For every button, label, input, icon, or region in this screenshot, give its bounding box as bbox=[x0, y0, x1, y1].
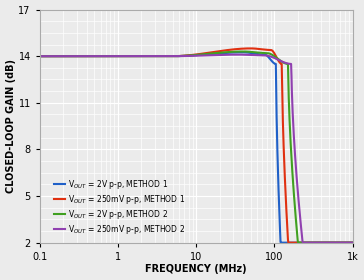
Y-axis label: CLOSED-LOOP GAIN (dB): CLOSED-LOOP GAIN (dB) bbox=[5, 59, 16, 193]
Legend: V$_{OUT}$ = 2V p-p, METHOD 1, V$_{OUT}$ = 250mV p-p, METHOD 1, V$_{OUT}$ = 2V p-: V$_{OUT}$ = 2V p-p, METHOD 1, V$_{OUT}$ … bbox=[53, 177, 186, 237]
X-axis label: FREQUENCY (MHz): FREQUENCY (MHz) bbox=[145, 264, 247, 274]
